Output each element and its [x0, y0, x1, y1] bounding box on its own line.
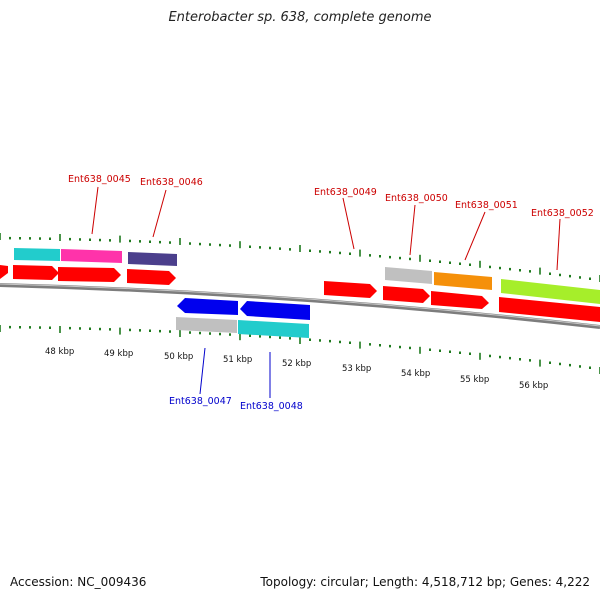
leader-line-ent638-0047 [199, 347, 206, 395]
scale-label-50kbp: 50 kbp [164, 352, 193, 362]
leader-line-ent638-0049 [342, 197, 355, 250]
genome-backbone-highlight [0, 283, 600, 327]
cds-arrow-ent638-0046[interactable] [127, 269, 176, 285]
gene-label-ent638-0049[interactable]: Ent638_0049 [314, 187, 377, 198]
genome-backbone [0, 283, 600, 329]
cds-arrow-ent638-0052[interactable] [499, 297, 600, 322]
gene-label-ent638-0047[interactable]: Ent638_0047 [169, 396, 232, 407]
leader-line-ent638-0045 [91, 186, 99, 235]
cds-arrow-ent638-0047[interactable] [177, 298, 238, 315]
feature-block-ent638-0052[interactable] [501, 279, 600, 304]
feature-block-ent638-0050[interactable] [385, 267, 432, 284]
leader-line-ent638-0046 [152, 189, 167, 238]
scale-label-56kbp: 56 kbp [519, 381, 548, 391]
genome-summary-text: Topology: circular; Length: 4,518,712 bp… [260, 575, 590, 589]
leader-line-ent638-0050 [409, 204, 416, 256]
forward-cds-track [0, 265, 600, 322]
gene-label-ent638-0052[interactable]: Ent638_0052 [531, 208, 594, 219]
scale-label-51kbp: 51 kbp [223, 355, 252, 365]
reverse-tick-row [0, 325, 600, 374]
gene-label-ent638-0051[interactable]: Ent638_0051 [455, 200, 518, 211]
cds-arrow-ent638-0049[interactable] [324, 281, 377, 298]
feature-block-ent638-0046[interactable] [128, 252, 177, 266]
accession-text: Accession: NC_009436 [10, 575, 147, 589]
map-title: Enterobacter sp. 638, complete genome [168, 10, 432, 25]
cds-arrow-edge[interactable] [13, 265, 59, 280]
forward-feature-track [14, 248, 600, 304]
forward-gene-labels: Ent638_0045 Ent638_0046 Ent638_0049 Ent6… [68, 174, 594, 271]
feature-block-ent638-0048[interactable] [238, 320, 309, 338]
scale-label-55kbp: 55 kbp [460, 375, 489, 385]
reverse-gene-labels: Ent638_0047 Ent638_0048 [169, 347, 303, 412]
reverse-feature-track [176, 317, 309, 338]
reverse-cds-track [177, 298, 310, 320]
feature-block-edge[interactable] [14, 248, 60, 261]
cds-arrow-ent638-0050[interactable] [383, 286, 430, 303]
feature-block-ent638-0045[interactable] [61, 249, 122, 263]
cds-arrow-ent638-0045[interactable] [58, 267, 121, 282]
cds-arrow-edge-left[interactable] [0, 265, 8, 279]
cds-arrow-ent638-0051[interactable] [431, 291, 489, 309]
forward-tick-row [0, 233, 600, 282]
leader-line-ent638-0051 [464, 211, 486, 261]
scale-label-53kbp: 53 kbp [342, 364, 371, 374]
scale-label-52kbp: 52 kbp [282, 359, 311, 369]
feature-block-ent638-0051[interactable] [434, 272, 492, 290]
cds-arrow-ent638-0048[interactable] [240, 301, 310, 320]
gene-label-ent638-0050[interactable]: Ent638_0050 [385, 193, 448, 204]
gene-label-ent638-0046[interactable]: Ent638_0046 [140, 177, 203, 188]
scale-label-48kbp: 48 kbp [45, 347, 74, 357]
leader-line-ent638-0052 [556, 218, 561, 271]
gene-label-ent638-0048[interactable]: Ent638_0048 [240, 401, 303, 412]
gene-label-ent638-0045[interactable]: Ent638_0045 [68, 174, 131, 185]
scale-label-49kbp: 49 kbp [104, 349, 133, 359]
scale-label-54kbp: 54 kbp [401, 369, 430, 379]
feature-block-ent638-0047[interactable] [176, 317, 237, 333]
